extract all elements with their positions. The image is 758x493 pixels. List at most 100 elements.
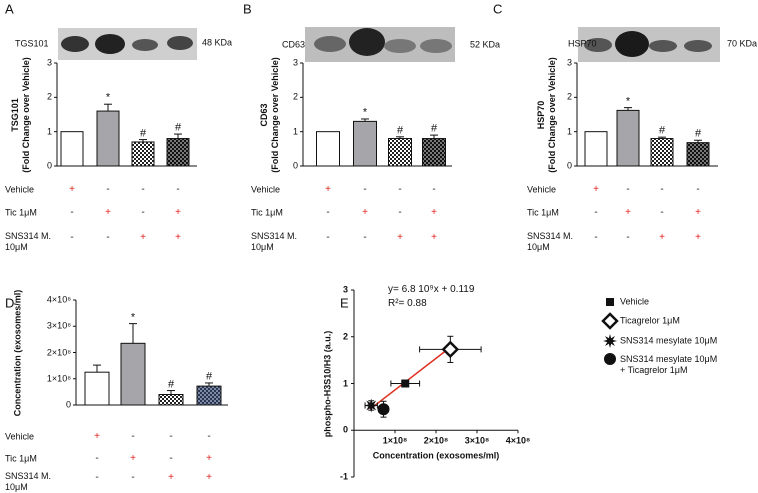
bar — [388, 138, 412, 167]
treatment-sign: - — [95, 472, 99, 483]
y-tick-label: 1 — [46, 126, 52, 137]
bar — [686, 142, 710, 167]
y-axis-label: Concentration (exosomes/ml) — [12, 289, 23, 416]
treatment-label: Vehicle — [5, 431, 35, 442]
panel-letter: B — [243, 1, 252, 17]
blot-c — [578, 27, 720, 62]
significance: * — [362, 106, 368, 119]
y-tick-label: 2×10⁸ — [46, 347, 71, 357]
y-tick-label: 2 — [566, 91, 572, 102]
treatment-sign: - — [141, 184, 145, 195]
treatment-sign: + — [140, 232, 146, 243]
treatment-sign: - — [70, 232, 74, 243]
y-tick-label: 3 — [566, 57, 572, 68]
treatment-sign: + — [397, 232, 403, 243]
treatment-label: Tic 1μM — [527, 207, 559, 218]
significance: * — [625, 95, 631, 108]
y-axis-label: TSG101 (Fold Change over Vehicle) — [10, 56, 31, 173]
treatment-sign: + — [175, 232, 181, 243]
treatment-sign: + — [325, 184, 331, 195]
y-axis-label: HSP70 (Fold Change over Vehicle) — [536, 56, 557, 173]
bar — [120, 342, 146, 406]
bar — [158, 394, 184, 406]
legend-marker — [603, 334, 617, 348]
r-squared: R²= 0.88 — [388, 298, 427, 309]
significance: # — [694, 127, 702, 140]
treatment-sign: + — [130, 453, 136, 464]
significance: # — [139, 127, 147, 140]
blot-label: CD63 — [282, 39, 306, 50]
treatment-label: Tic 1μM — [251, 207, 283, 218]
y-tick-label: 2 — [46, 91, 52, 102]
treatment-label: SNS314 M. 10μM — [527, 231, 574, 252]
x-tick-label: 2×10⁸ — [423, 435, 449, 446]
treatment-sign: - — [106, 232, 110, 243]
y-tick-label: -1 — [339, 471, 348, 482]
bar — [353, 120, 377, 167]
treatment-sign: - — [326, 207, 330, 218]
treatment-sign: + — [206, 472, 212, 483]
treatment-sign: + — [593, 184, 599, 195]
treatment-sign: - — [141, 207, 145, 218]
marker — [401, 379, 410, 388]
treatment-sign: + — [94, 431, 100, 442]
bar — [616, 109, 640, 167]
significance: # — [205, 370, 213, 383]
bar — [84, 371, 110, 406]
y-tick-label: 3 — [292, 57, 298, 68]
blot-size: 52 KDa — [470, 39, 501, 50]
bar — [316, 131, 340, 167]
treatment-label: SNS314 M. 10μM — [5, 231, 52, 252]
treatment-sign: + — [625, 207, 631, 218]
treatment-sign: - — [626, 184, 630, 195]
marker — [364, 398, 379, 413]
treatment-sign: + — [362, 207, 368, 218]
significance: * — [105, 91, 111, 104]
treatment-sign: - — [696, 184, 700, 195]
treatment-sign: - — [106, 184, 110, 195]
treatment-sign: - — [363, 184, 367, 195]
y-tick-label: 0 — [566, 160, 572, 171]
y-tick-label: 0 — [342, 424, 348, 435]
treatment-sign: + — [168, 472, 174, 483]
panel-letter: E — [340, 295, 349, 311]
treatment-sign: + — [431, 232, 437, 243]
treatment-sign: - — [398, 184, 402, 195]
treatment-sign: - — [432, 184, 436, 195]
y-tick-label: 1 — [292, 126, 298, 137]
y-tick-label: 4×10⁸ — [46, 294, 71, 305]
treatment-sign: - — [95, 453, 99, 464]
x-tick-label: 4×10⁸ — [505, 435, 531, 446]
y-tick-label: 0 — [46, 160, 52, 171]
treatment-sign: + — [431, 207, 437, 218]
legend-entry: SNS314 mesylate 10μM + Ticagrelor 1μM — [620, 354, 718, 375]
treatment-sign: - — [169, 453, 173, 464]
x-tick-label: 3×10⁸ — [464, 435, 490, 446]
blot-b — [305, 27, 455, 62]
y-tick-label: 3 — [46, 57, 52, 68]
bar — [166, 138, 190, 167]
treatment-label: Tic 1μM — [5, 207, 37, 218]
blot-label: TGS101 — [15, 38, 49, 49]
treatment-sign: - — [398, 207, 402, 218]
y-tick-label: 1 — [566, 126, 572, 137]
treatment-label: Vehicle — [251, 184, 281, 195]
marker — [441, 340, 460, 359]
significance: # — [658, 124, 666, 137]
legend-marker — [604, 353, 616, 365]
treatment-sign: + — [695, 232, 701, 243]
blot-label: HSP70 — [568, 38, 597, 49]
treatment-sign: - — [169, 431, 173, 442]
bar — [650, 138, 674, 167]
treatment-sign: + — [69, 184, 75, 195]
blot-size: 70 KDa — [727, 38, 758, 49]
treatment-sign: - — [176, 184, 180, 195]
bar — [131, 141, 155, 167]
treatment-label: SNS314 M. 10μM — [251, 231, 298, 252]
treatment-sign: - — [660, 184, 664, 195]
blot-a — [58, 28, 197, 60]
treatment-label: SNS314 M. 10μM — [5, 471, 52, 492]
treatment-sign: - — [594, 232, 598, 243]
treatment-sign: - — [207, 431, 211, 442]
